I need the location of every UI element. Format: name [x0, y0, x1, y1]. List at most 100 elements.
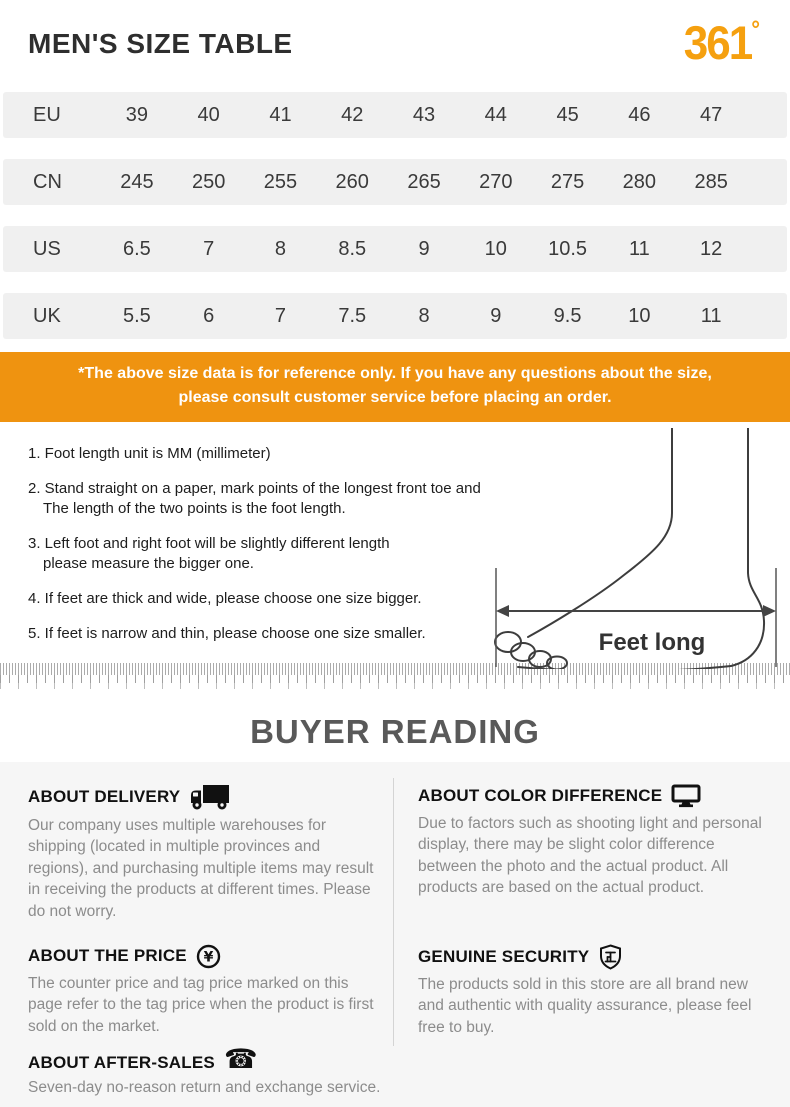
section-about-after-sales: ABOUT AFTER-SALES ☎ Seven-day no-reason … — [0, 1046, 790, 1107]
instruction-item: 1. Foot length unit is MM (millimeter) — [28, 444, 790, 464]
instruction-item: 4. If feet are thick and wide, please ch… — [28, 589, 790, 609]
size-value: 9 — [418, 237, 430, 260]
header: MEN'S SIZE TABLE 361 ° — [0, 0, 790, 70]
size-value: 10 — [628, 304, 651, 327]
size-value: 47 — [700, 103, 723, 126]
size-value: 5.5 — [122, 304, 151, 327]
size-row-cn: CN 245 250 255 260 265 270 275 280 285 — [3, 159, 787, 205]
size-row-uk: UK 5.5 6 7 7.5 8 9 9.5 10 11 — [3, 293, 787, 339]
section-body: Due to factors such as shooting light an… — [418, 814, 762, 897]
instruction-text: 5. If feet is narrow and thin, please ch… — [28, 625, 426, 642]
size-row-label: US — [33, 237, 61, 260]
size-value: 6.5 — [122, 237, 151, 260]
size-value: 11 — [700, 304, 722, 327]
size-value: 255 — [263, 170, 298, 193]
brand-logo-361: 361 ° — [683, 15, 760, 70]
size-value: 8.5 — [338, 237, 367, 260]
buyer-reading-panel: ABOUT DELIVERY Our company uses multiple… — [0, 761, 790, 1107]
size-value: 245 — [120, 170, 154, 193]
size-value: 265 — [407, 170, 441, 193]
size-value: 45 — [556, 103, 579, 126]
section-body: Our company uses multiple warehouses for… — [28, 816, 374, 920]
size-value: 260 — [335, 170, 369, 193]
section-heading-row: ABOUT DELIVERY — [28, 784, 375, 811]
instruction-item: 2. Stand straight on a paper, mark point… — [28, 479, 790, 519]
size-value: 7 — [274, 304, 287, 327]
size-value: 44 — [484, 103, 507, 126]
section-about-color-difference: ABOUT COLOR DIFFERENCE Due to factors su… — [394, 778, 790, 938]
feet-long-label: Feet long — [599, 629, 706, 656]
size-value: 8 — [418, 304, 430, 327]
page-title: MEN'S SIZE TABLE — [28, 28, 293, 59]
instruction-text: 4. If feet are thick and wide, please ch… — [28, 590, 422, 607]
size-value: 12 — [700, 237, 723, 260]
truck-icon — [189, 784, 231, 811]
notice-line-1: *The above size data is for reference on… — [78, 365, 712, 382]
section-heading: ABOUT AFTER-SALES — [28, 1052, 215, 1072]
ruler-divider — [0, 662, 790, 690]
size-value: 7.5 — [338, 304, 367, 327]
size-row-us: US 6.5 7 8 8.5 9 10 10.5 11 12 — [3, 226, 787, 272]
size-value: 41 — [269, 103, 292, 126]
size-value: 43 — [412, 103, 436, 126]
section-heading: ABOUT COLOR DIFFERENCE — [418, 786, 663, 806]
yen-icon: ¥ — [196, 944, 221, 969]
size-row-eu: EU 39 40 41 42 43 44 45 46 47 — [3, 92, 787, 138]
monitor-icon — [671, 784, 701, 809]
section-about-delivery: ABOUT DELIVERY Our company uses multiple… — [0, 777, 394, 938]
measuring-section: 1. Foot length unit is MM (millimeter) 2… — [0, 422, 790, 669]
instruction-item: 5. If feet is narrow and thin, please ch… — [28, 624, 790, 644]
buyer-reading-title: BUYER READING — [250, 713, 540, 751]
instruction-item: 3. Left foot and right foot will be slig… — [28, 534, 790, 574]
section-genuine-security: GENUINE SECURITY — [394, 938, 790, 1047]
size-value: 10.5 — [548, 237, 588, 260]
size-value: 275 — [550, 170, 585, 193]
buyer-reading-grid: ABOUT DELIVERY Our company uses multiple… — [0, 777, 790, 1107]
size-value: 250 — [191, 170, 226, 193]
section-heading-row: GENUINE SECURITY — [418, 944, 770, 970]
section-heading-row: ABOUT COLOR DIFFERENCE — [418, 784, 770, 809]
brand-logo-degree: ° — [751, 15, 760, 43]
section-heading: ABOUT THE PRICE — [28, 946, 187, 966]
size-value: 6 — [203, 304, 215, 327]
size-value: 270 — [479, 170, 513, 193]
arrow-left-icon — [496, 605, 509, 617]
instructions-list: 1. Foot length unit is MM (millimeter) 2… — [0, 422, 790, 644]
size-value: 285 — [694, 170, 728, 193]
size-row-label: EU — [33, 103, 61, 126]
size-value: 280 — [622, 170, 657, 193]
size-value: 9 — [490, 304, 502, 327]
size-value: 11 — [628, 237, 650, 260]
section-about-the-price: ABOUT THE PRICE ¥ The counter price and … — [0, 937, 394, 1047]
section-heading-row: ABOUT AFTER-SALES ☎ — [28, 1046, 772, 1073]
section-body: The counter price and tag price marked o… — [28, 974, 374, 1035]
instruction-text-cont: The length of the two points is the foot… — [43, 500, 346, 517]
size-table: EU 39 40 41 42 43 44 45 46 47 CN 245 250… — [3, 92, 787, 339]
section-heading-row: ABOUT THE PRICE ¥ — [28, 944, 375, 969]
section-body: Seven-day no-reason return and exchange … — [28, 1079, 381, 1097]
instruction-text: 2. Stand straight on a paper, mark point… — [28, 480, 481, 497]
size-value: 42 — [341, 103, 364, 126]
instruction-text-cont: please measure the bigger one. — [43, 555, 254, 572]
notice-line-2: please consult customer service before p… — [178, 389, 612, 406]
size-value: 10 — [484, 237, 507, 260]
size-value: 40 — [197, 103, 220, 126]
svg-text:¥: ¥ — [203, 949, 213, 965]
size-value: 9.5 — [553, 304, 582, 327]
section-body: The products sold in this store are all … — [418, 975, 752, 1036]
instruction-text: 1. Foot length unit is MM (millimeter) — [28, 445, 271, 462]
section-heading: ABOUT DELIVERY — [28, 787, 181, 807]
size-row-label: UK — [33, 304, 61, 327]
phone-icon: ☎ — [223, 1044, 258, 1076]
brand-logo-text: 361 — [683, 17, 753, 70]
arrow-right-icon — [763, 605, 776, 617]
size-row-label: CN — [33, 170, 62, 193]
shield-icon — [598, 944, 623, 970]
foot-measure-diagram: Feet long — [494, 428, 777, 669]
size-notice-banner: *The above size data is for reference on… — [0, 352, 790, 422]
size-value: 8 — [274, 237, 287, 260]
section-heading: GENUINE SECURITY — [418, 946, 590, 966]
size-value: 7 — [203, 237, 215, 260]
instruction-text: 3. Left foot and right foot will be slig… — [28, 535, 390, 552]
